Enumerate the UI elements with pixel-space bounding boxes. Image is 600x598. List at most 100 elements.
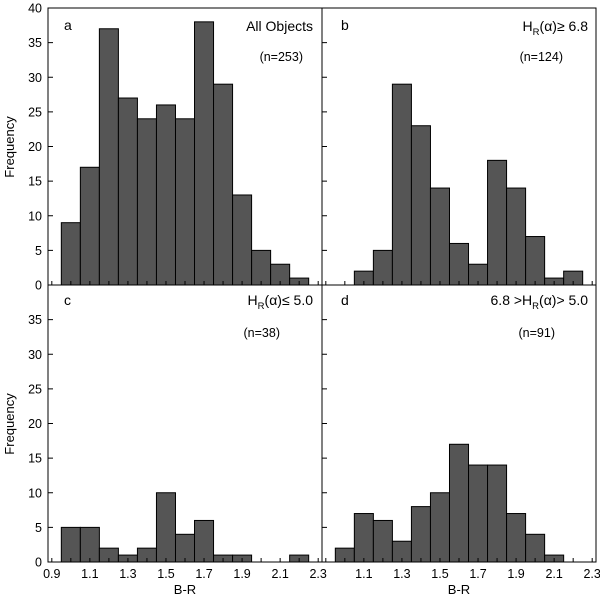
panel-d-x-tick-label: 2.1: [545, 567, 562, 581]
panel-a-bar: [155, 104, 176, 286]
panel-b-letter: b: [341, 17, 349, 33]
panel-c-count: (n=38): [244, 326, 280, 340]
panel-c-ylabel: Frequency: [2, 393, 17, 455]
panel-a-count: (n=253): [260, 50, 303, 64]
panel-c-y-tick-label: 35: [28, 313, 42, 327]
panel-a-bar: [251, 249, 272, 286]
panel-c-x-tick-label: 0.9: [43, 567, 60, 581]
panel-d-x-tick-label: 1.9: [507, 567, 524, 581]
panel-a-y-tick-label: 15: [28, 175, 42, 189]
panel-d-bar: [410, 506, 431, 563]
panel-a-bar: [136, 118, 157, 286]
panel-a-bar: [117, 97, 138, 286]
panel-a-bar: [79, 166, 100, 286]
panel-a-bar: [60, 222, 81, 286]
panel-c-x-axis: 0.9 1.1 1.3 1.5 1.7 1.9 2.1 2.3: [43, 567, 327, 581]
panel-c-x-tick-label: 1.5: [157, 567, 174, 581]
panel-a-y-tick-label: 20: [28, 140, 42, 154]
panel-b-title-rest: (α)≥ 6.8: [540, 18, 589, 34]
panel-c-y-tick-label: 0: [35, 556, 42, 570]
panel-c-title-sub: R: [258, 301, 265, 312]
panel-c-frame: [47, 284, 323, 563]
panel-a-y-tick-label: 25: [28, 105, 42, 119]
panel-c-y-tick-label: 5: [35, 521, 42, 535]
panel-d-x-axis: 1.1 1.3 1.5 1.7 1.9 2.1 2.3: [355, 567, 600, 581]
panel-c-y-tick-label: 20: [28, 417, 42, 431]
panel-c-y-tick-label: 10: [28, 486, 42, 500]
panel-c-x-tick-label: 1.9: [233, 567, 250, 581]
panel-d-count: (n=91): [519, 326, 555, 340]
panel-a-y-tick-label: 30: [28, 71, 42, 85]
panel-d-bar: [468, 464, 489, 563]
panel-c-bar: [155, 492, 176, 563]
panel-b-bar: [391, 83, 412, 286]
panel-d-bar: [353, 513, 374, 563]
panel-a-title: All Objects: [246, 18, 313, 34]
panel-a-y-tick-label: 40: [28, 2, 42, 16]
panel-b-bars: [322, 7, 593, 286]
panel-c-x-tick-label: 1.7: [195, 567, 212, 581]
panel-a-bar: [213, 83, 234, 286]
panel-d-title: 6.8 >HR(α)> 5.0: [491, 292, 589, 312]
panel-a-bar: [232, 194, 253, 286]
panel-a-bar: [174, 118, 196, 286]
panel-a-bars: [48, 7, 319, 286]
panel-c-bar: [79, 526, 100, 563]
panel-d-letter: d: [341, 292, 349, 308]
panel-d-xlabel: B-R: [448, 582, 470, 597]
panel-d-bar: [506, 513, 527, 563]
panel-b-title: HR(α)≥ 6.8: [523, 18, 589, 38]
panel-d-x-tick-label: 1.3: [393, 567, 410, 581]
panel-d-x-tick-label: 1.5: [431, 567, 448, 581]
panel-a-y-tick-label: 35: [28, 36, 42, 50]
panel-c-title-h: H: [248, 292, 258, 308]
panel-d-bar: [429, 492, 450, 563]
panel-a-bar: [194, 21, 215, 286]
panel-a-y-tick-label: 10: [28, 209, 42, 223]
panel-b-bar: [372, 249, 393, 286]
panel-d-title-rest: (α)> 5.0: [539, 292, 588, 308]
panel-a-letter: a: [64, 17, 72, 33]
panel-c-y-axis: 0 5 10 15 20 25 30 35: [28, 313, 42, 569]
panel-c-title: HR(α)≤ 5.0: [248, 292, 314, 312]
panel-b-bar: [487, 159, 508, 286]
panel-b-bar: [410, 125, 431, 286]
panel-b-title-h: H: [523, 18, 533, 34]
panel-c-y-tick-label: 30: [28, 348, 42, 362]
panel-c-bar: [60, 526, 81, 563]
panel-a-y-tick-label: 0: [35, 279, 42, 293]
panel-c-bar: [194, 519, 215, 563]
panel-d-x-tick-label: 1.1: [355, 567, 372, 581]
panel-c-bar: [174, 533, 196, 563]
panel-d-bar: [525, 533, 546, 563]
panel-d-title-h: H: [522, 292, 532, 308]
panel-a-y-tick-label: 5: [35, 244, 42, 258]
panel-b-bar: [429, 187, 450, 286]
panel-c-x-tick-label: 1.1: [81, 567, 98, 581]
panel-c-letter: c: [64, 292, 71, 308]
panel-a-y-axis: 0 5 10 15 20 25 30 35 40: [28, 2, 42, 293]
panel-a-ylabel: Frequency: [2, 116, 17, 178]
panel-c-x-tick-label: 2.1: [271, 567, 288, 581]
panel-b-bar: [525, 236, 546, 286]
panel-d-title-sub: R: [532, 301, 539, 312]
panel-d-bar: [372, 519, 393, 563]
panel-d-x-tick-label: 2.3: [583, 567, 600, 581]
panel-b-count: (n=124): [520, 50, 563, 64]
panel-d-bars: [322, 284, 593, 563]
panel-d-bar: [487, 464, 508, 563]
panel-b-bar: [448, 242, 470, 286]
panel-c-x-tick-label: 1.3: [119, 567, 136, 581]
panel-d-bar: [448, 443, 470, 563]
panel-d-x-tick-label: 1.7: [469, 567, 486, 581]
panel-b-title-sub: R: [533, 27, 540, 38]
panel-c-xlabel: B-R: [174, 582, 196, 597]
panel-b-bar: [506, 187, 527, 286]
panel-c-y-tick-label: 25: [28, 382, 42, 396]
panel-c-y-tick-label: 15: [28, 452, 42, 466]
panel-c-x-tick-label: 2.3: [309, 567, 326, 581]
panel-a-bar: [98, 28, 119, 286]
panel-c-bars: [48, 284, 319, 563]
panel-d-title-pre: 6.8 >: [491, 292, 523, 308]
